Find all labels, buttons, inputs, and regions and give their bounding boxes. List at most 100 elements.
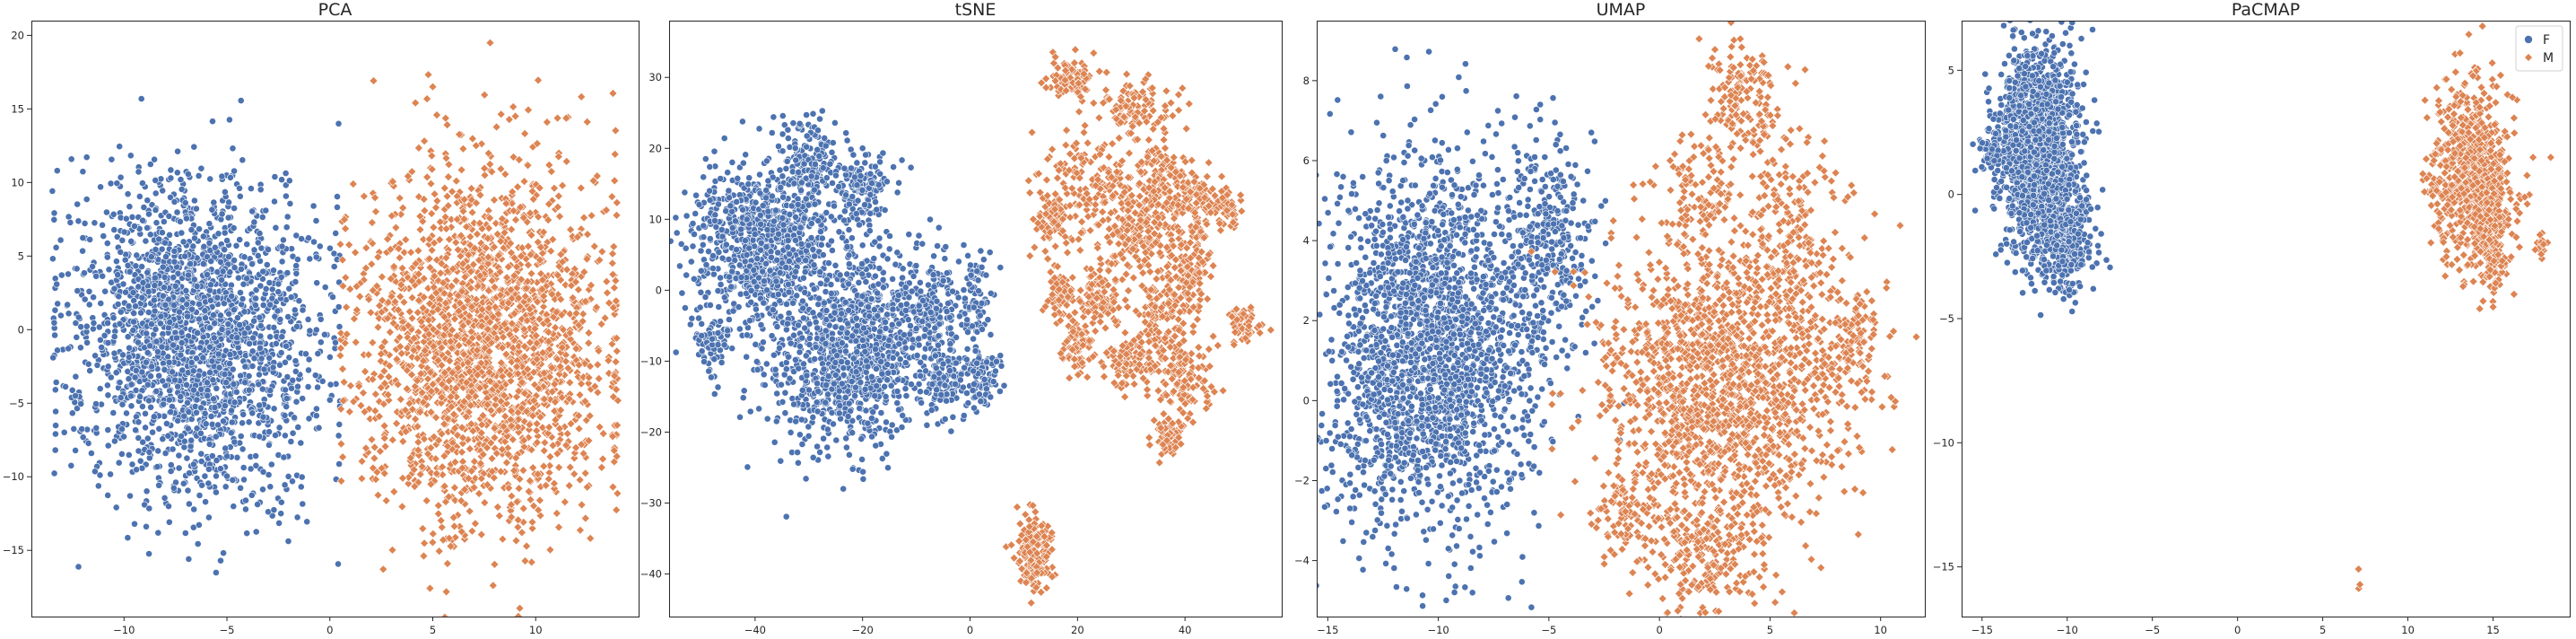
data-point-F bbox=[245, 418, 253, 426]
data-point-F bbox=[81, 295, 89, 303]
data-point-M bbox=[558, 180, 568, 190]
data-point-F bbox=[251, 302, 259, 309]
data-point-F bbox=[205, 343, 213, 351]
data-point-F bbox=[136, 457, 144, 465]
data-point-F bbox=[211, 243, 219, 251]
data-point-F bbox=[312, 217, 320, 224]
data-point-M bbox=[596, 462, 606, 472]
data-point-F bbox=[219, 267, 227, 276]
data-point-F bbox=[120, 228, 128, 236]
data-point-F bbox=[233, 334, 241, 342]
data-point-F bbox=[57, 311, 65, 320]
data-point-F bbox=[224, 214, 232, 222]
data-point-F bbox=[171, 282, 179, 290]
data-point-F bbox=[153, 463, 161, 470]
data-point-F bbox=[112, 503, 120, 512]
data-point-M bbox=[377, 272, 387, 282]
data-point-F bbox=[230, 224, 238, 232]
data-point-F bbox=[51, 386, 59, 394]
data-point-F bbox=[256, 230, 264, 237]
data-point-F bbox=[225, 310, 232, 318]
data-point-F bbox=[334, 203, 341, 211]
data-point-F bbox=[138, 263, 145, 270]
data-point-M bbox=[419, 551, 429, 561]
data-point-F bbox=[199, 260, 207, 267]
data-point-F bbox=[265, 279, 274, 286]
data-point-F bbox=[138, 368, 146, 376]
points bbox=[48, 38, 622, 617]
data-point-F bbox=[283, 269, 292, 276]
data-point-F bbox=[109, 409, 117, 416]
data-point-F bbox=[715, 249, 723, 256]
series-M bbox=[335, 38, 622, 617]
data-point-F bbox=[739, 118, 746, 126]
data-point-F bbox=[215, 363, 223, 372]
data-point-F bbox=[104, 339, 112, 346]
data-point-F bbox=[326, 353, 334, 361]
data-point-F bbox=[229, 365, 237, 373]
data-point-F bbox=[239, 419, 246, 427]
data-point-F bbox=[54, 300, 62, 308]
data-point-F bbox=[257, 322, 265, 329]
data-point-F bbox=[202, 498, 209, 506]
data-point-F bbox=[108, 155, 116, 163]
data-point-F bbox=[225, 116, 233, 124]
data-point-F bbox=[197, 450, 205, 458]
data-point-F bbox=[101, 287, 109, 295]
data-point-F bbox=[113, 179, 121, 188]
data-point-F bbox=[184, 398, 191, 407]
data-point-F bbox=[326, 381, 335, 389]
data-point-F bbox=[53, 167, 61, 175]
data-point-F bbox=[190, 197, 198, 205]
data-point-F bbox=[278, 258, 286, 266]
data-point-F bbox=[129, 327, 137, 334]
y-tick-label: 10 bbox=[11, 176, 24, 188]
data-point-F bbox=[177, 351, 185, 359]
data-point-F bbox=[332, 338, 339, 346]
data-point-F bbox=[236, 321, 244, 328]
data-point-M bbox=[566, 224, 576, 234]
data-point-M bbox=[610, 149, 620, 159]
data-point-F bbox=[151, 155, 158, 163]
data-point-F bbox=[259, 302, 267, 309]
data-point-F bbox=[231, 438, 239, 446]
data-point-F bbox=[335, 560, 342, 568]
data-point-F bbox=[728, 345, 736, 353]
data-point-F bbox=[318, 377, 326, 385]
data-point-F bbox=[243, 275, 250, 283]
data-point-F bbox=[86, 367, 94, 374]
data-point-F bbox=[144, 268, 152, 276]
data-point-F bbox=[116, 143, 124, 151]
data-point-F bbox=[218, 172, 226, 180]
panel-title: PCA bbox=[318, 0, 352, 20]
data-point-F bbox=[79, 168, 87, 176]
data-point-F bbox=[710, 270, 718, 278]
data-point-F bbox=[711, 211, 719, 219]
data-point-F bbox=[305, 366, 312, 374]
data-point-F bbox=[90, 293, 97, 302]
data-point-F bbox=[197, 458, 205, 465]
data-point-F bbox=[315, 424, 323, 432]
data-point-F bbox=[144, 223, 151, 232]
data-point-F bbox=[64, 301, 72, 309]
data-point-F bbox=[114, 301, 122, 308]
data-point-F bbox=[73, 265, 81, 273]
data-point-M bbox=[396, 395, 405, 404]
data-point-F bbox=[165, 358, 173, 366]
data-point-F bbox=[217, 556, 224, 565]
data-point-F bbox=[266, 483, 274, 491]
data-point-M bbox=[552, 509, 561, 518]
data-point-F bbox=[200, 242, 208, 250]
data-point-M bbox=[342, 302, 352, 312]
data-point-F bbox=[124, 534, 132, 542]
data-point-F bbox=[222, 379, 230, 387]
data-point-M bbox=[520, 556, 530, 565]
data-point-F bbox=[89, 262, 96, 270]
data-point-M bbox=[539, 461, 549, 471]
data-point-F bbox=[317, 338, 325, 346]
data-point-F bbox=[220, 549, 227, 557]
data-point-F bbox=[260, 365, 268, 373]
data-point-F bbox=[248, 491, 256, 499]
data-point-M bbox=[575, 390, 585, 399]
data-point-F bbox=[167, 461, 175, 468]
